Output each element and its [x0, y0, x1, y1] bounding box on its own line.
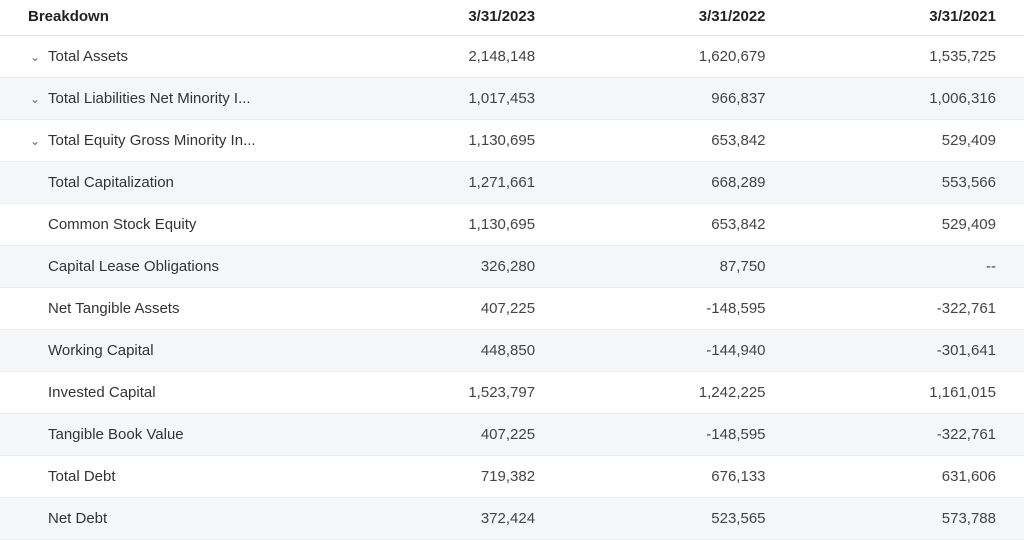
data-cell: 87,750 [563, 246, 793, 288]
data-cell: 1,017,453 [333, 78, 563, 120]
data-cell: 653,842 [563, 204, 793, 246]
data-cell: 1,130,695 [333, 120, 563, 162]
data-cell: -148,595 [563, 288, 793, 330]
data-cell: 553,566 [794, 162, 1024, 204]
data-cell: -322,761 [794, 288, 1024, 330]
column-header-breakdown[interactable]: Breakdown [0, 0, 333, 36]
row-label-cell[interactable]: Total Debt [0, 456, 333, 498]
row-label: Total Liabilities Net Minority I... [48, 90, 251, 107]
data-cell: -144,940 [563, 330, 793, 372]
row-label-cell[interactable]: ⌄ Total Equity Gross Minority In... [0, 120, 333, 162]
column-header-date-2[interactable]: 3/31/2022 [563, 0, 793, 36]
data-cell: -148,595 [563, 414, 793, 456]
table-row[interactable]: Capital Lease Obligations 326,28087,750-- [0, 246, 1024, 288]
data-cell: 1,130,695 [333, 204, 563, 246]
row-label: Net Tangible Assets [48, 300, 179, 317]
data-cell: 448,850 [333, 330, 563, 372]
row-label-cell[interactable]: ⌄ Total Assets [0, 36, 333, 78]
column-header-date-3[interactable]: 3/31/2021 [794, 0, 1024, 36]
row-label-cell[interactable]: ⌄ Total Liabilities Net Minority I... [0, 78, 333, 120]
data-cell: 668,289 [563, 162, 793, 204]
data-cell: 676,133 [563, 456, 793, 498]
data-cell: 407,225 [333, 414, 563, 456]
table-row[interactable]: Tangible Book Value 407,225-148,595-322,7… [0, 414, 1024, 456]
data-cell: 2,148,148 [333, 36, 563, 78]
row-label-cell[interactable]: Common Stock Equity [0, 204, 333, 246]
data-cell: 1,620,679 [563, 36, 793, 78]
data-cell: -322,761 [794, 414, 1024, 456]
table-row[interactable]: Invested Capital 1,523,7971,242,2251,161,… [0, 372, 1024, 414]
data-cell: -- [794, 246, 1024, 288]
data-cell: -301,641 [794, 330, 1024, 372]
data-cell: 529,409 [794, 120, 1024, 162]
data-cell: 1,242,225 [563, 372, 793, 414]
row-label: Capital Lease Obligations [48, 258, 219, 275]
row-label-cell[interactable]: Capital Lease Obligations [0, 246, 333, 288]
data-cell: 523,565 [563, 498, 793, 540]
table-row[interactable]: Net Tangible Assets 407,225-148,595-322,7… [0, 288, 1024, 330]
data-cell: 653,842 [563, 120, 793, 162]
data-cell: 372,424 [333, 498, 563, 540]
row-label: Working Capital [48, 342, 154, 359]
data-cell: 966,837 [563, 78, 793, 120]
table-row[interactable]: Common Stock Equity 1,130,695653,842529,4… [0, 204, 1024, 246]
chevron-down-icon[interactable]: ⌄ [30, 50, 40, 64]
row-label: Total Assets [48, 48, 128, 65]
data-cell: 1,523,797 [333, 372, 563, 414]
row-label: Common Stock Equity [48, 216, 196, 233]
chevron-down-icon[interactable]: ⌄ [30, 134, 40, 148]
data-cell: 529,409 [794, 204, 1024, 246]
data-cell: 1,006,316 [794, 78, 1024, 120]
data-cell: 1,271,661 [333, 162, 563, 204]
table-row[interactable]: Total Debt 719,382676,133631,606 [0, 456, 1024, 498]
table-row[interactable]: ⌄ Total Liabilities Net Minority I... 1,01… [0, 78, 1024, 120]
data-cell: 1,535,725 [794, 36, 1024, 78]
table-header-row: Breakdown 3/31/2023 3/31/2022 3/31/2021 [0, 0, 1024, 36]
row-label: Invested Capital [48, 384, 156, 401]
row-label: Total Capitalization [48, 174, 174, 191]
row-label-cell[interactable]: Total Capitalization [0, 162, 333, 204]
financial-breakdown-table: Breakdown 3/31/2023 3/31/2022 3/31/2021 … [0, 0, 1024, 540]
data-cell: 631,606 [794, 456, 1024, 498]
row-label: Net Debt [48, 510, 107, 527]
table-row[interactable]: Net Debt 372,424523,565573,788 [0, 498, 1024, 540]
data-cell: 573,788 [794, 498, 1024, 540]
table-row[interactable]: Total Capitalization 1,271,661668,289553,… [0, 162, 1024, 204]
chevron-down-icon[interactable]: ⌄ [30, 92, 40, 106]
data-cell: 326,280 [333, 246, 563, 288]
row-label-cell[interactable]: Invested Capital [0, 372, 333, 414]
table-row[interactable]: ⌄ Total Equity Gross Minority In... 1,130,… [0, 120, 1024, 162]
row-label: Tangible Book Value [48, 426, 184, 443]
table-row[interactable]: ⌄ Total Assets 2,148,1481,620,6791,535,725 [0, 36, 1024, 78]
row-label-cell[interactable]: Net Tangible Assets [0, 288, 333, 330]
table-row[interactable]: Working Capital 448,850-144,940-301,641 [0, 330, 1024, 372]
data-cell: 1,161,015 [794, 372, 1024, 414]
column-header-date-1[interactable]: 3/31/2023 [333, 0, 563, 36]
row-label-cell[interactable]: Net Debt [0, 498, 333, 540]
data-cell: 719,382 [333, 456, 563, 498]
row-label: Total Equity Gross Minority In... [48, 132, 256, 149]
data-cell: 407,225 [333, 288, 563, 330]
row-label-cell[interactable]: Working Capital [0, 330, 333, 372]
row-label: Total Debt [48, 468, 116, 485]
row-label-cell[interactable]: Tangible Book Value [0, 414, 333, 456]
